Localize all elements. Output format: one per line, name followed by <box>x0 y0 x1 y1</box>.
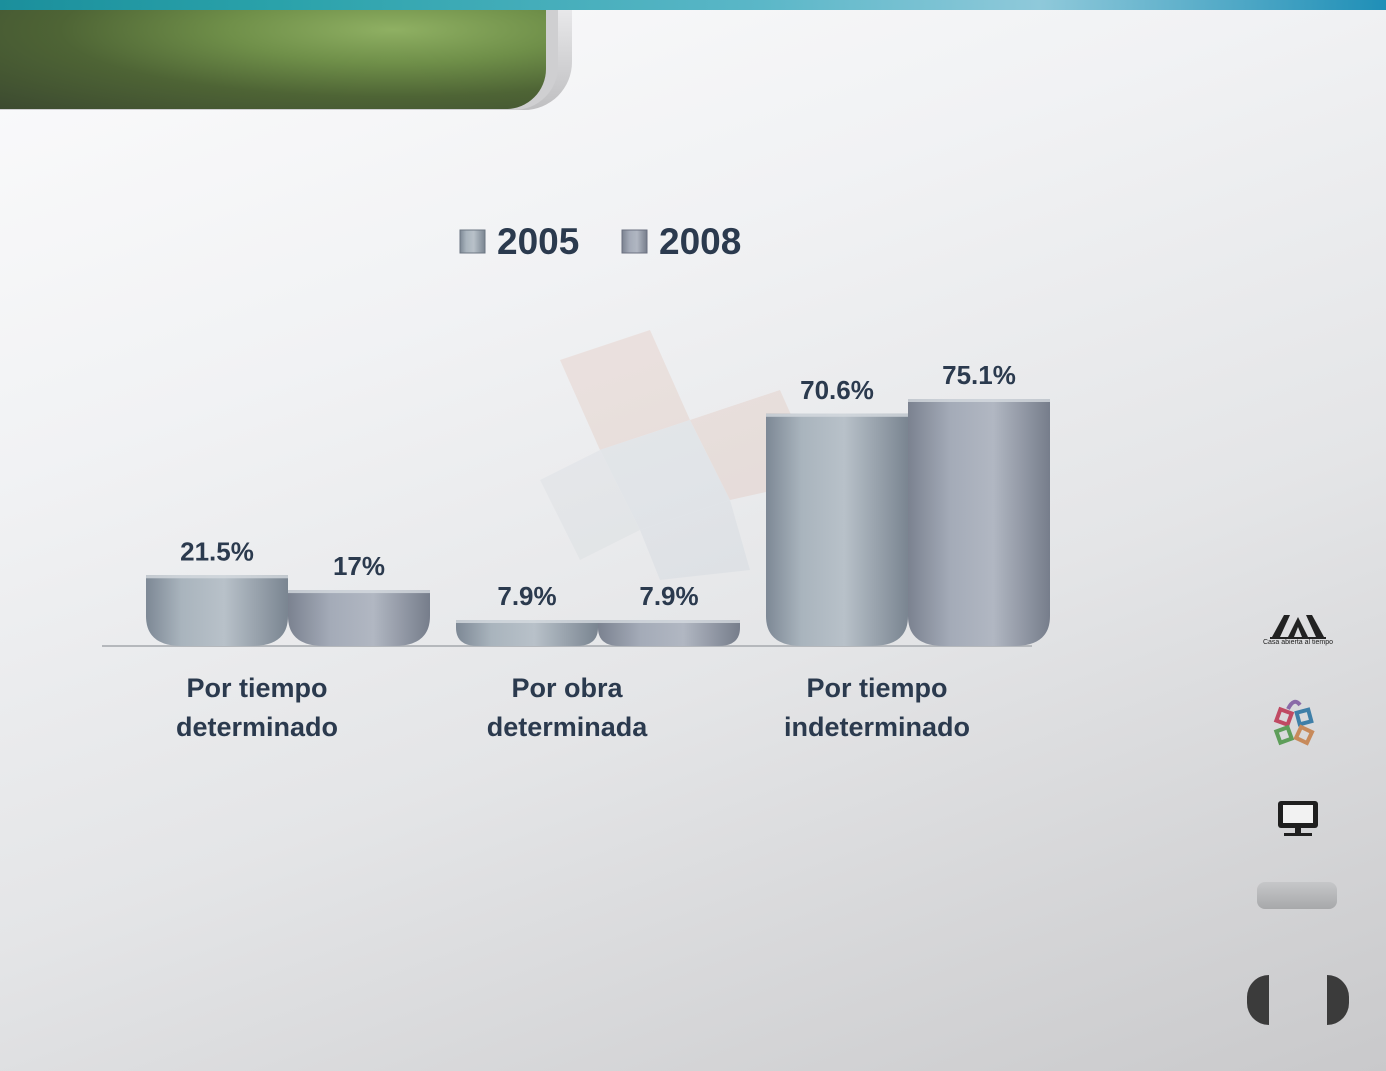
chart-category-labels: Por tiempo determinado Por obra determinada… <box>176 673 970 742</box>
previous-arrow-icon[interactable] <box>1247 975 1269 1025</box>
bar-2005-cat3 <box>766 413 908 646</box>
title-banner <box>0 10 546 109</box>
monitor-icon[interactable] <box>1276 800 1320 838</box>
bar-top-highlight-2008-cat1 <box>288 590 430 594</box>
value-label-2005-cat3: 70.6% <box>800 375 874 405</box>
category-label-2-line2: determinada <box>487 712 649 742</box>
chart-bars <box>146 399 1050 646</box>
bar-top-highlight-2005-cat1 <box>146 575 288 579</box>
legend-swatch-2005 <box>459 229 486 254</box>
bar-2008-cat3 <box>908 399 1050 646</box>
category-label-3-line1: Por tiempo <box>806 673 947 703</box>
top-accent-bar <box>0 0 1386 10</box>
bar-2005-cat2 <box>456 620 598 646</box>
bar-top-highlight-2008-cat3 <box>908 399 1050 402</box>
bar-2005-cat1 <box>146 575 288 646</box>
chart-value-labels: 21.5% 17% 7.9% 7.9% 70.6% 75.1% <box>180 360 1016 611</box>
chart-legend: 2005 2008 <box>459 221 741 262</box>
legend-label-2005: 2005 <box>497 221 579 262</box>
legend-label-2008: 2008 <box>659 221 741 262</box>
category-label-1-line1: Por tiempo <box>186 673 327 703</box>
bar-2008-cat1 <box>288 590 430 646</box>
bar-top-highlight-2005-cat3 <box>766 413 908 417</box>
uam-logo-icon[interactable] <box>1270 613 1326 639</box>
legend-swatch-2008 <box>621 229 648 254</box>
colored-squares-emblem-icon[interactable] <box>1270 695 1324 749</box>
value-label-2005-cat1: 21.5% <box>180 536 254 566</box>
uam-caption: Casa abierta al tiempo <box>1262 639 1334 646</box>
category-label-2-line1: Por obra <box>511 673 623 703</box>
category-label-1-line2: determinado <box>176 712 338 742</box>
value-label-2008-cat1: 17% <box>333 551 385 581</box>
nav-pill-button[interactable] <box>1257 882 1337 909</box>
bar-top-highlight-2005-cat2 <box>456 620 598 624</box>
value-label-2008-cat2: 7.9% <box>639 581 698 611</box>
bar-2008-cat2 <box>598 620 740 646</box>
value-label-2005-cat2: 7.9% <box>497 581 556 611</box>
bar-top-highlight-2008-cat2 <box>598 620 740 624</box>
category-label-3-line2: indeterminado <box>784 712 970 742</box>
next-arrow-icon[interactable] <box>1327 975 1349 1025</box>
value-label-2008-cat3: 75.1% <box>942 360 1016 390</box>
